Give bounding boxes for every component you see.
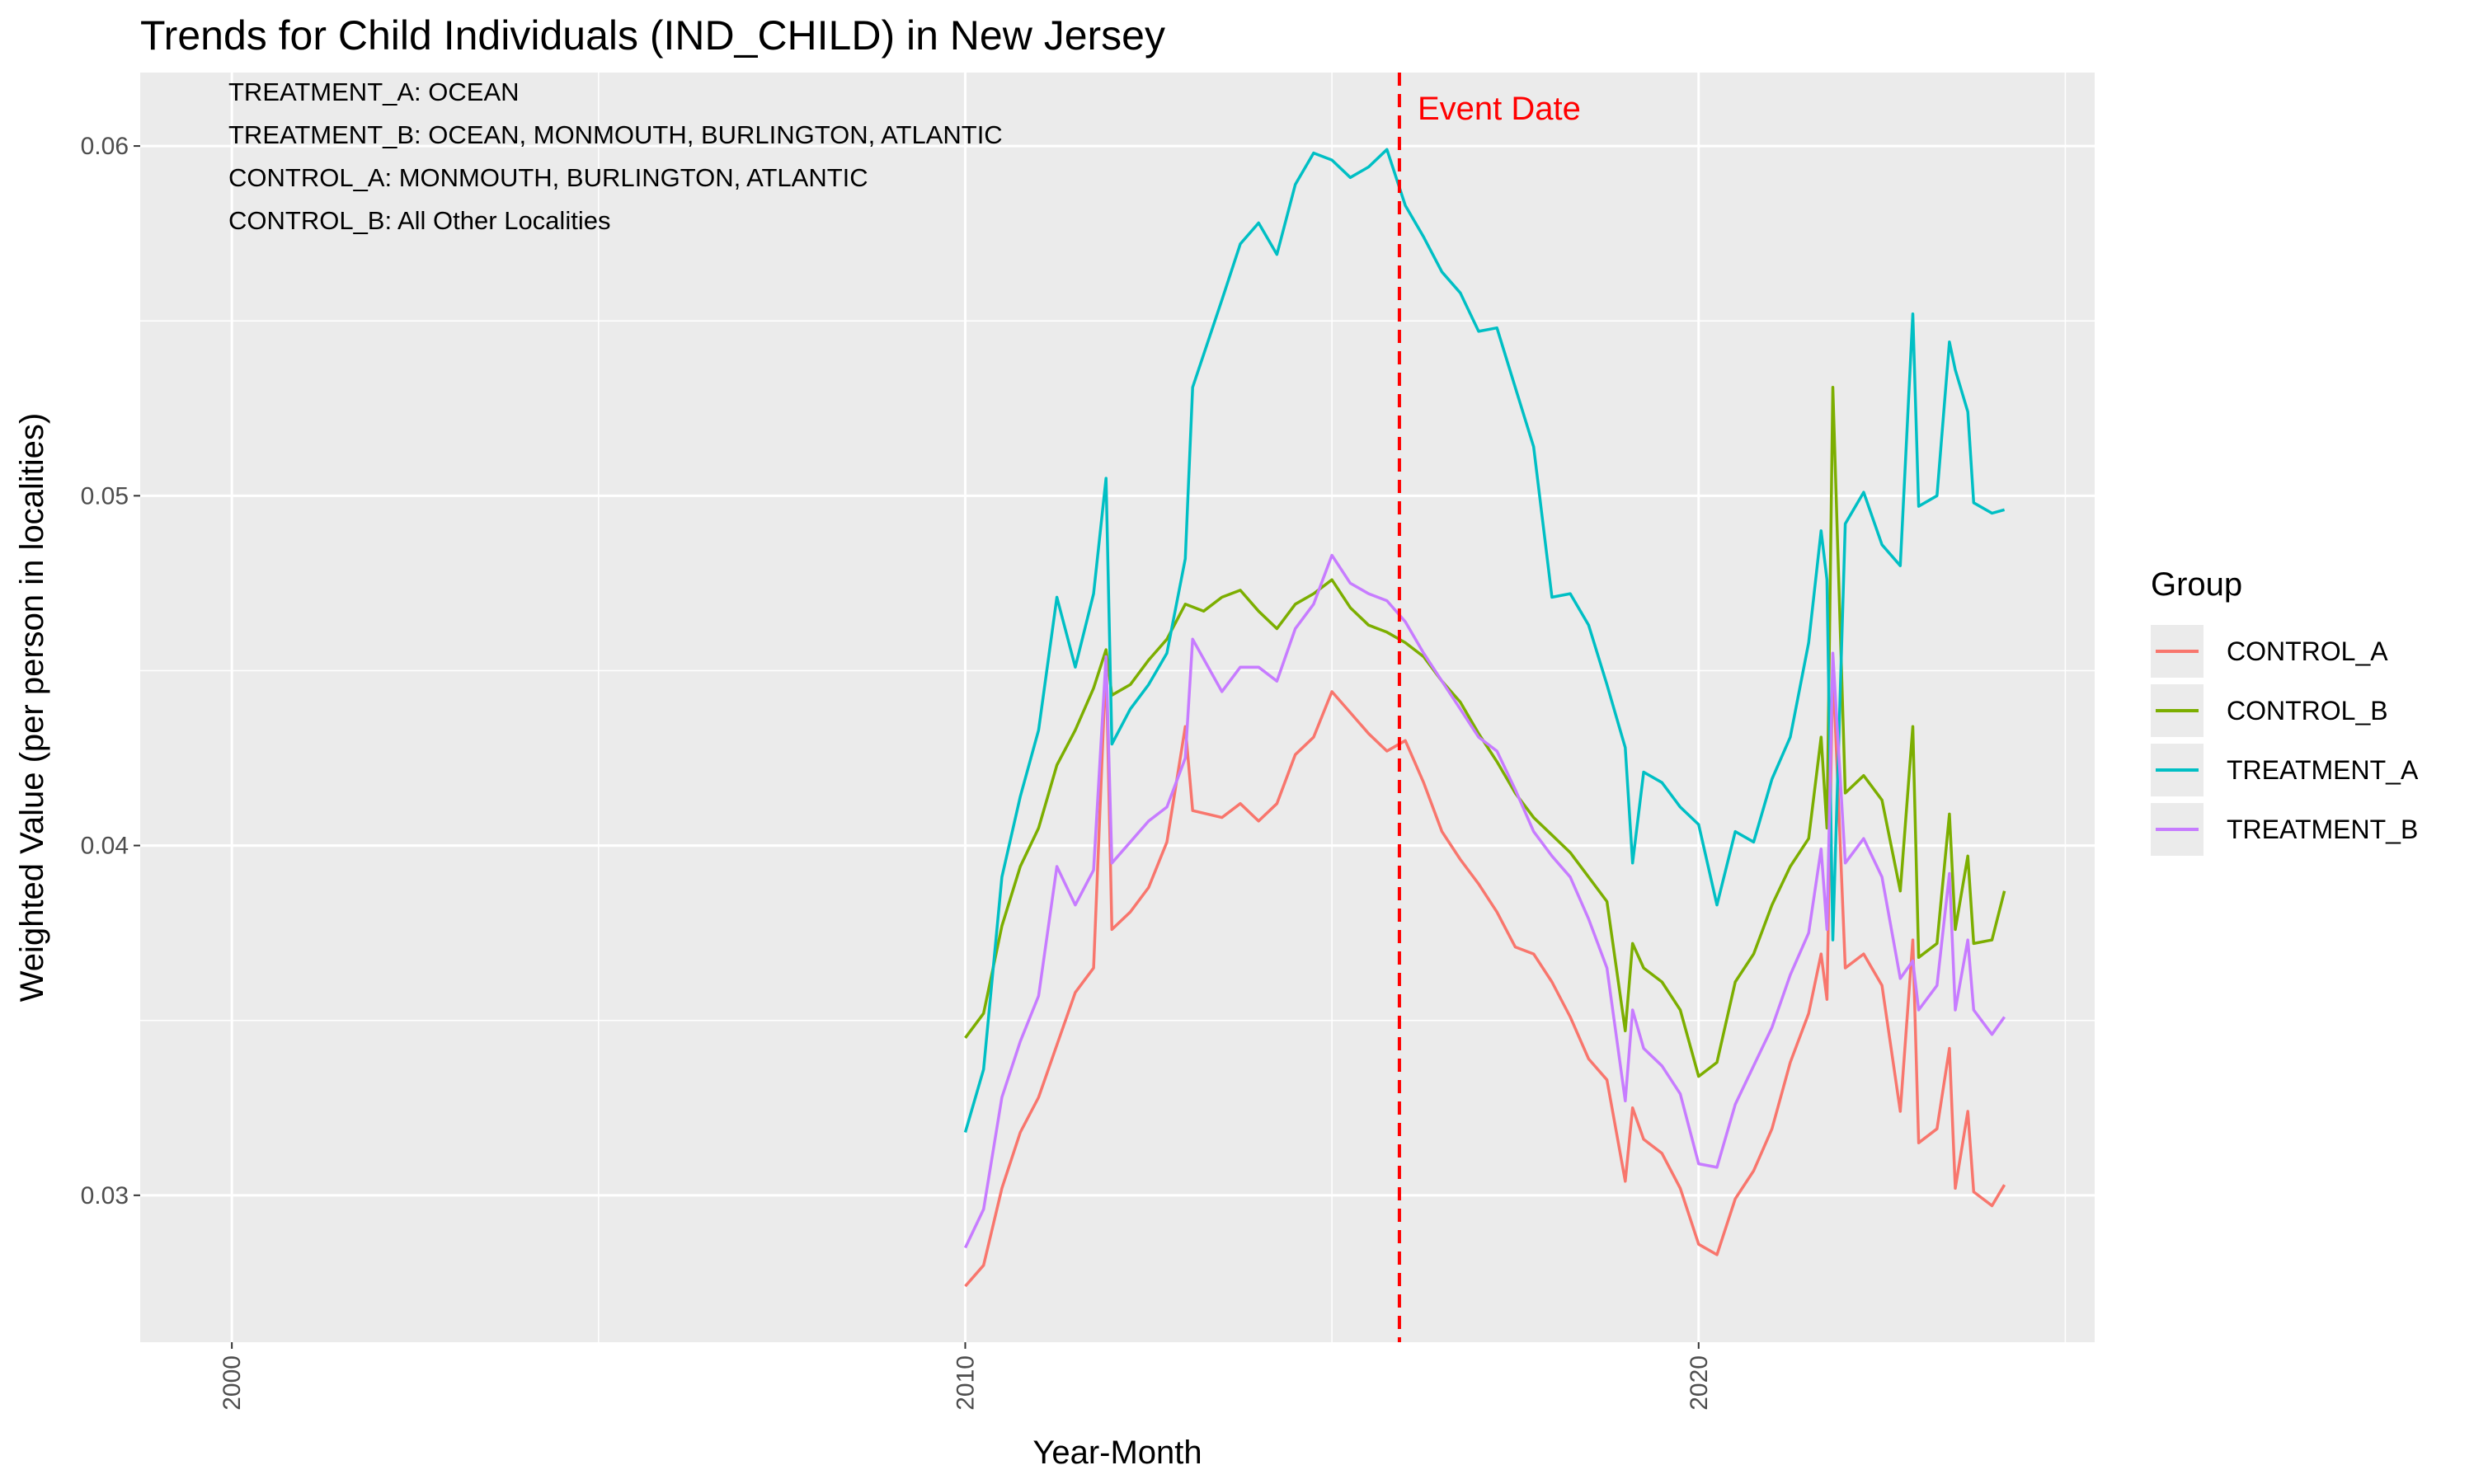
annotation-control-b: CONTROL_B: All Other Localities <box>228 206 610 235</box>
x-tick-label: 2010 <box>952 1355 979 1411</box>
annotation-treatment-a: TREATMENT_A: OCEAN <box>228 77 520 106</box>
event-marker: Event Date <box>1397 73 1581 1342</box>
legend-label: TREATMENT_B <box>2227 815 2418 844</box>
annotation-control-a: CONTROL_A: MONMOUTH, BURLINGTON, ATLANTI… <box>228 163 868 192</box>
y-tick-label: 0.05 <box>81 482 129 510</box>
legend-label: CONTROL_B <box>2227 696 2388 726</box>
x-tick-label: 2020 <box>1686 1355 1713 1411</box>
legend-label: TREATMENT_A <box>2227 755 2419 785</box>
y-tick-label: 0.03 <box>81 1182 129 1209</box>
y-axis-title: Weighted Value (per person in localities… <box>14 413 50 1002</box>
x-tick-label: 2000 <box>219 1355 246 1411</box>
annotation-block: TREATMENT_A: OCEAN TREATMENT_B: OCEAN, M… <box>228 77 1003 235</box>
major-gridlines <box>140 73 2095 1342</box>
legend: Group CONTROL_A CONTROL_B TREATMENT_A TREAT… <box>2151 566 2419 856</box>
y-axis: 0.03 0.04 0.05 0.06 <box>81 133 140 1209</box>
legend-label: CONTROL_A <box>2227 636 2388 666</box>
legend-title: Group <box>2151 566 2242 603</box>
series-line-treatment-b <box>963 553 2006 1249</box>
minor-gridlines <box>140 73 2095 1342</box>
series-line-control-b <box>964 386 2006 1078</box>
y-tick-label: 0.04 <box>81 833 129 860</box>
y-tick-label: 0.06 <box>81 133 129 160</box>
x-axis-title: Year-Month <box>1032 1435 1202 1471</box>
legend-items: CONTROL_A CONTROL_B TREATMENT_A TREATMENT_B <box>2151 625 2419 856</box>
series-line-control-a <box>964 658 2006 1288</box>
x-axis: 2000 2010 2020 <box>219 1342 1713 1411</box>
annotation-treatment-b: TREATMENT_B: OCEAN, MONMOUTH, BURLINGTON… <box>228 120 1003 149</box>
event-date-label: Event Date <box>1418 91 1581 127</box>
chart-title: Trends for Child Individuals (IND_CHILD)… <box>140 12 1165 59</box>
plot-panel <box>140 73 2095 1342</box>
series-lines <box>963 148 2006 1288</box>
series-line-treatment-a <box>963 148 2006 1133</box>
